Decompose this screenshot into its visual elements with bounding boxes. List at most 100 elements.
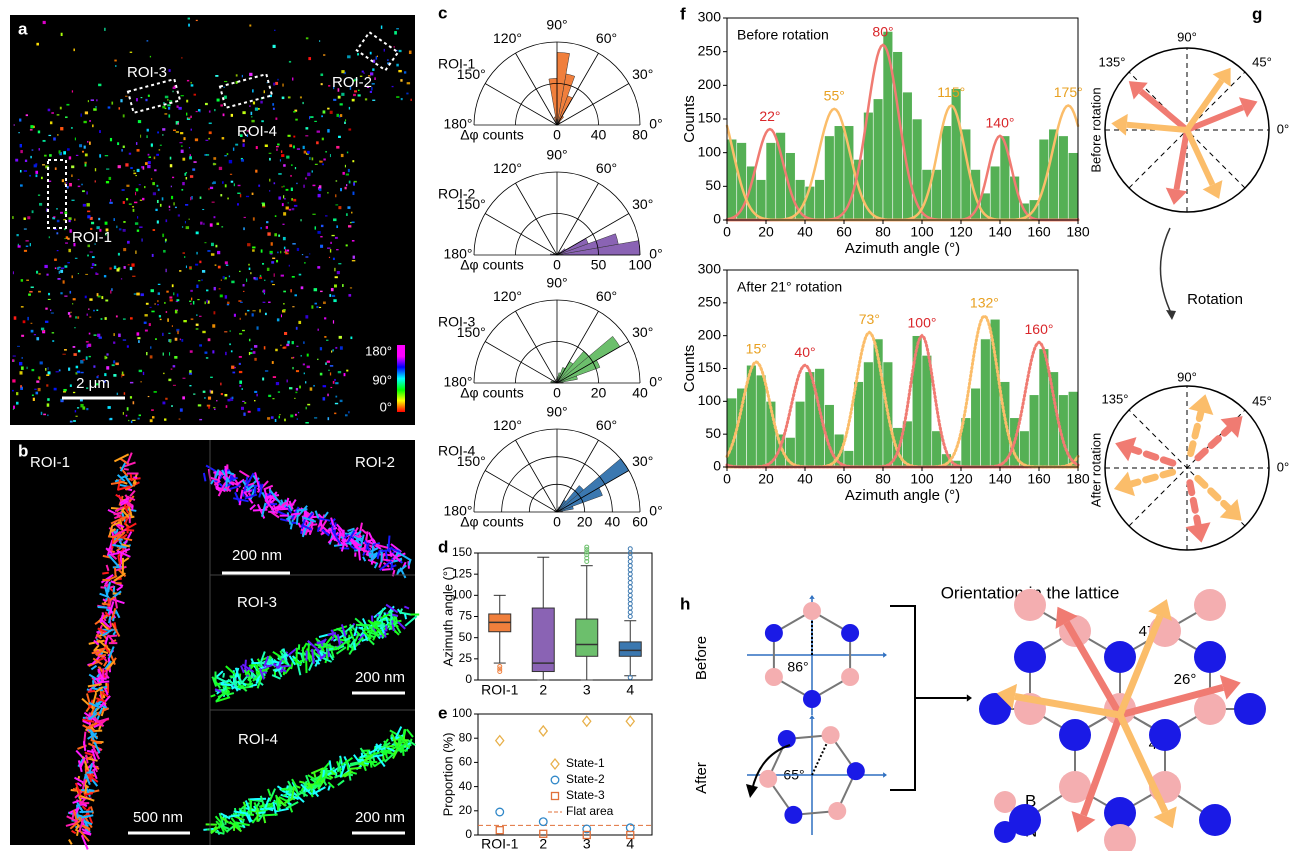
speckle [142,198,144,200]
speckle [302,254,303,255]
arrow-shaft [1132,449,1172,463]
speckle [188,117,191,118]
streak [367,750,368,755]
speckle [284,247,286,250]
streak [258,812,265,813]
speckle [147,129,149,132]
marker [539,726,547,736]
speckle [20,371,23,374]
speckle [217,99,220,102]
speckle [113,360,115,363]
speckle [266,226,268,229]
x-tick-label: 0 [723,471,731,487]
speckle [309,253,310,254]
speckle [123,248,126,251]
speckle [265,144,268,147]
atom-b [1014,589,1046,621]
label: ROI-1 [30,454,70,471]
speckle [166,269,167,272]
r-axis-label: Δφ counts [460,514,524,530]
speckle [217,251,220,254]
speckle [208,397,211,400]
speckle [172,177,174,178]
streak [253,510,268,511]
streak [349,768,361,769]
speckle [97,293,99,296]
speckle [264,293,265,294]
speckle [248,411,251,413]
speckle [214,409,216,410]
marker [551,776,559,784]
speckle [268,302,270,303]
speckle [41,412,43,415]
speckle [229,343,231,345]
label: ROI-3 [237,594,277,611]
speckle [350,337,352,340]
speckle [353,192,355,195]
speckle [330,242,332,244]
speckle [335,382,338,384]
speckle [133,401,135,404]
y-tick-label: 0 [465,827,472,841]
speckle [20,385,22,388]
r-axis-label: Δφ counts [460,127,524,143]
speckle [97,334,100,337]
speckle [299,274,302,276]
speckle [265,313,267,315]
speckle [13,406,15,409]
speckle [252,246,255,248]
atom-b [1194,693,1226,725]
label: e [438,703,447,722]
speckle [282,224,284,225]
label: 500 nm [133,809,183,826]
speckle [320,73,323,76]
speckle [285,249,286,252]
speckle [398,70,401,72]
speckle [178,123,179,125]
speckle [16,392,18,395]
speckle [165,398,167,400]
hist-bar [1059,136,1069,220]
speckle [277,79,278,81]
speckle [196,314,198,315]
speckle [140,381,141,382]
x-axis-label: Azimuth angle (°) [845,487,960,504]
speckle [303,363,305,365]
r-tick-label: 0 [553,257,561,273]
speckle [31,323,33,324]
speckle [38,195,40,196]
speckle [41,328,44,331]
speckle [273,108,275,110]
x-tick-label: 100 [910,471,934,487]
streak [124,469,129,470]
speckle [196,111,198,112]
speckle [95,106,96,107]
speckle [231,366,234,369]
speckle [20,144,22,147]
y-tick-label: 20 [459,803,473,817]
atom-n [784,806,802,824]
hist-bar [990,166,1000,220]
speckle [27,367,28,369]
speckle [273,83,275,86]
speckle [409,51,412,54]
speckle [118,334,121,337]
speckle [241,159,244,162]
arrow-head [746,784,758,798]
streak [88,691,95,692]
speckle [87,141,88,143]
speckle [59,369,61,371]
atom-b [828,802,846,820]
speckle [136,98,138,101]
speckle [252,193,254,195]
speckle [155,338,157,340]
outlier [628,585,632,589]
speckle [322,163,324,165]
streak [250,800,251,814]
theta-tick-label: 0° [649,246,662,262]
speckle [333,349,334,351]
speckle [173,292,174,295]
y-tick-label: 200 [698,76,722,92]
speckle [166,311,167,313]
speckle [182,182,185,185]
